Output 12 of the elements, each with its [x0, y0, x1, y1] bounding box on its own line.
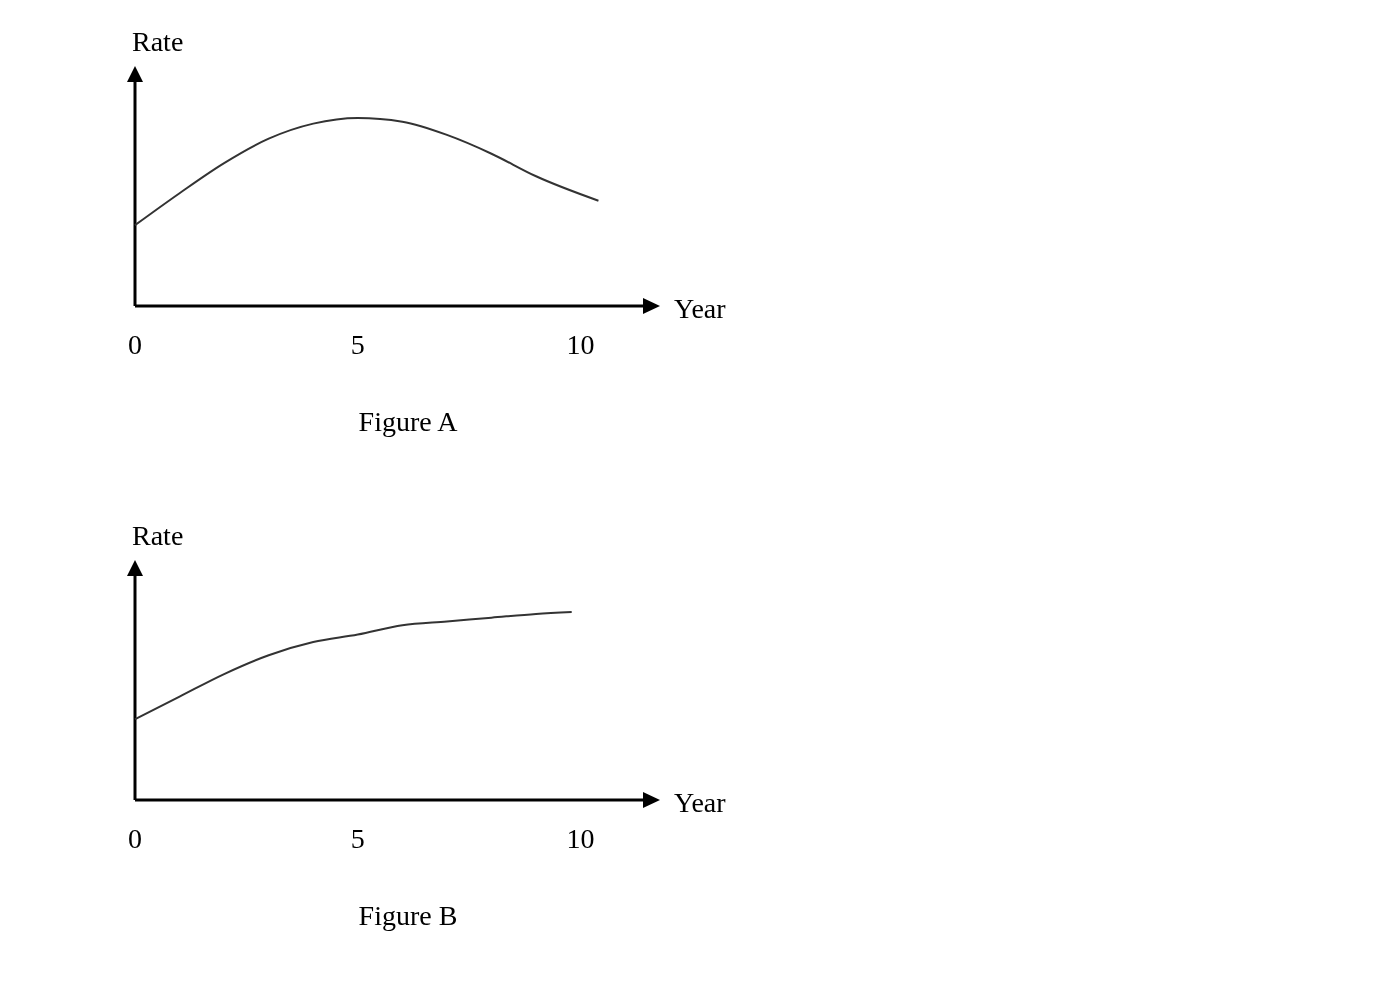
x-tick-label: 10	[566, 329, 595, 360]
x-tick-label: 0	[128, 329, 142, 360]
x-tick-label: 5	[350, 329, 365, 360]
text: Figure A	[358, 406, 459, 437]
x-axis-title: Year	[674, 293, 727, 324]
text: Figure B	[358, 900, 458, 931]
x-tick-label: 0	[128, 823, 142, 854]
y-axis-title: Rate	[132, 520, 184, 551]
y-axis-title: Rate	[132, 26, 184, 57]
x-tick-label: 5	[350, 823, 365, 854]
x-axis-title: Year	[674, 787, 727, 818]
x-tick-label: 10	[566, 823, 595, 854]
